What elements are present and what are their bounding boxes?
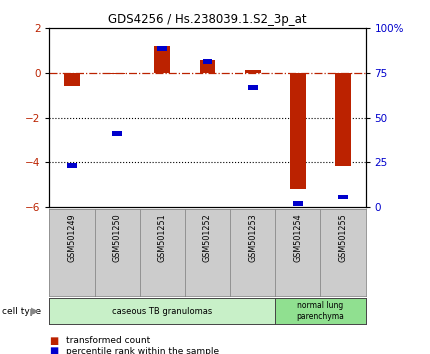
Bar (290, 73, 306, 189)
Bar (248, 85, 258, 90)
Text: GSM501251: GSM501251 (158, 213, 167, 262)
Text: caseous TB granulomas: caseous TB granulomas (112, 307, 212, 316)
Bar (200, 59, 215, 73)
Bar (157, 46, 167, 51)
Bar (112, 131, 122, 136)
Bar (293, 201, 303, 206)
Bar (67, 163, 77, 168)
Text: ■: ■ (49, 336, 59, 346)
Text: GSM501252: GSM501252 (203, 213, 212, 262)
Text: ▶: ▶ (31, 306, 38, 316)
Text: GSM501253: GSM501253 (248, 213, 257, 262)
Text: percentile rank within the sample: percentile rank within the sample (66, 347, 219, 354)
Bar (203, 59, 212, 64)
Text: GSM501254: GSM501254 (293, 213, 302, 262)
Text: cell type: cell type (2, 307, 41, 316)
Text: ■: ■ (49, 346, 59, 354)
Bar (338, 195, 348, 200)
Text: GSM501249: GSM501249 (68, 213, 77, 262)
Bar (64, 73, 80, 86)
Text: transformed count: transformed count (66, 336, 150, 345)
Text: GSM501255: GSM501255 (338, 213, 347, 262)
Bar (154, 46, 170, 73)
Bar (245, 70, 261, 73)
Text: normal lung
parenchyma: normal lung parenchyma (296, 302, 344, 321)
Bar (109, 73, 125, 74)
Title: GDS4256 / Hs.238039.1.S2_3p_at: GDS4256 / Hs.238039.1.S2_3p_at (108, 13, 307, 26)
Bar (335, 73, 351, 166)
Text: GSM501250: GSM501250 (113, 213, 122, 262)
